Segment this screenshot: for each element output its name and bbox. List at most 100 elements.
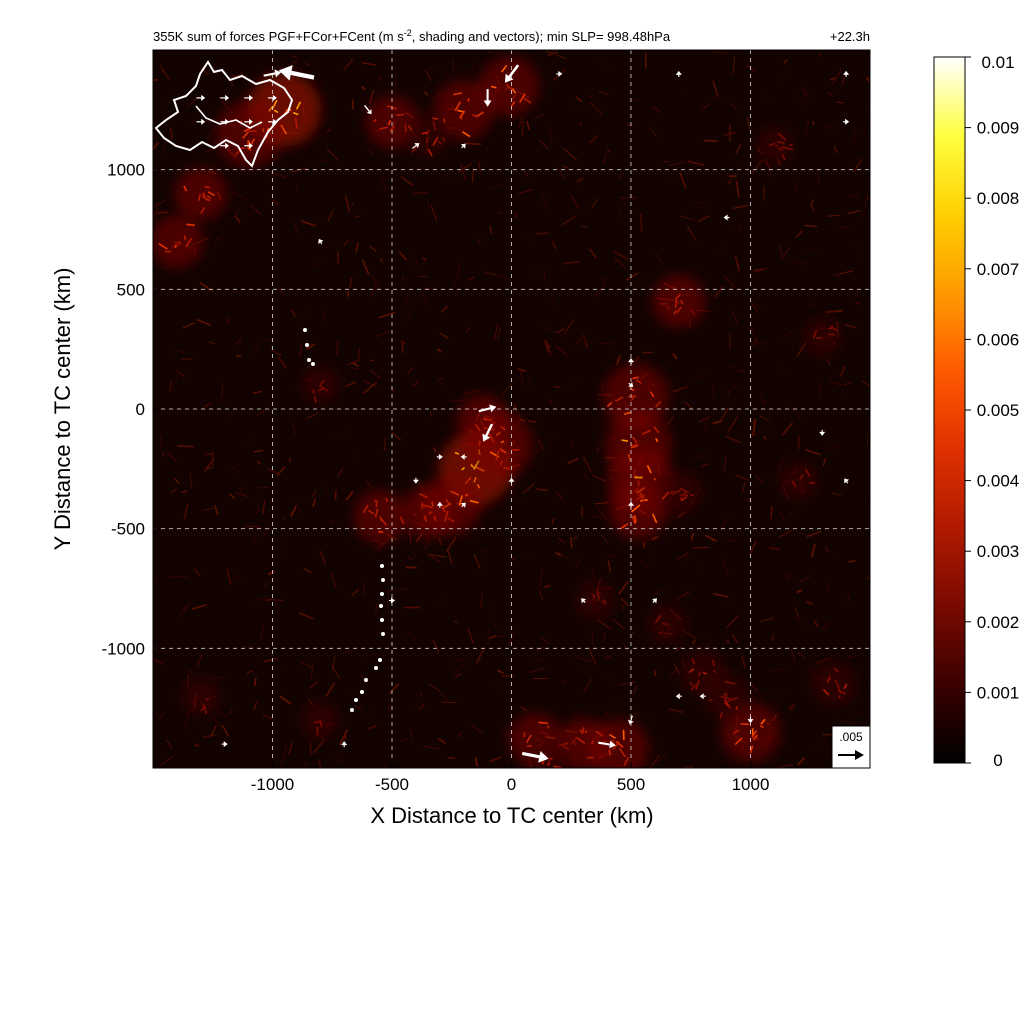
island xyxy=(378,658,382,662)
chart-title-superscript: -2 xyxy=(404,28,412,38)
texture-streak xyxy=(843,390,844,395)
island xyxy=(350,708,354,712)
texture-streak xyxy=(644,542,645,548)
island xyxy=(305,343,309,347)
colorbar-tick-label: 0.006 xyxy=(977,330,1020,349)
hotspot xyxy=(354,490,407,543)
island xyxy=(379,604,383,608)
texture-streak xyxy=(528,421,536,422)
hotspot xyxy=(652,275,705,328)
hotspot xyxy=(405,111,451,157)
texture-streak xyxy=(738,371,744,372)
chart-title: 355K sum of forces PGF+FCor+FCent (m s-2… xyxy=(153,28,671,44)
texture-streak xyxy=(488,630,489,644)
x-tick-label: -1000 xyxy=(251,775,294,794)
texture-streak xyxy=(345,736,346,740)
colorbar-tick-label: 0.01 xyxy=(981,53,1014,72)
colorbar xyxy=(934,57,965,763)
hotspot xyxy=(181,676,221,716)
texture-streak xyxy=(143,581,156,582)
hotspot xyxy=(150,215,203,268)
y-tick-label: 0 xyxy=(136,400,145,419)
time-label: +22.3h xyxy=(830,29,870,44)
texture-streak xyxy=(848,561,855,562)
chart-title-rest: , shading and vectors); min SLP= 998.48h… xyxy=(412,29,671,44)
texture-streak xyxy=(813,121,814,125)
texture-streak xyxy=(571,537,572,549)
texture-streak xyxy=(335,491,336,500)
island xyxy=(380,592,384,596)
texture-streak xyxy=(157,212,167,213)
colorbar-tick-label: 0.008 xyxy=(977,189,1020,208)
texture-streak xyxy=(655,670,656,675)
texture-streak xyxy=(755,343,764,344)
hotspot xyxy=(647,605,687,645)
hotspot xyxy=(811,661,857,707)
x-axis-label: X Distance to TC center (km) xyxy=(370,803,653,828)
reference-vector-key: .005 xyxy=(832,726,870,768)
island xyxy=(380,564,384,568)
island xyxy=(381,632,385,636)
texture-streak xyxy=(848,595,849,602)
texture-streak xyxy=(790,709,794,710)
texture-streak xyxy=(739,228,740,232)
texture-streak xyxy=(472,169,473,182)
hotspot xyxy=(755,126,795,166)
island xyxy=(364,678,368,682)
island xyxy=(374,666,378,670)
hotspot xyxy=(479,56,539,116)
island xyxy=(360,690,364,694)
hotspot xyxy=(456,395,509,448)
texture-streak xyxy=(327,487,328,496)
colorbar-tick-label: 0.001 xyxy=(977,683,1020,702)
colorbar-tick-label: 0.004 xyxy=(977,472,1020,491)
texture-streak xyxy=(337,340,338,355)
texture-streak xyxy=(764,186,765,200)
texture-streak xyxy=(255,678,256,687)
texture-streak xyxy=(606,712,610,713)
texture-streak xyxy=(728,639,729,644)
texture-streak xyxy=(353,99,354,109)
hotspot xyxy=(779,461,819,501)
texture-streak xyxy=(378,628,379,636)
colorbar-ticks: 0.010.0090.0080.0070.0060.0050.0040.0030… xyxy=(965,53,1019,770)
y-axis-label: Y Distance to TC center (km) xyxy=(50,268,75,551)
colorbar-tick-label: 0.007 xyxy=(977,260,1020,279)
texture-streak xyxy=(310,742,311,755)
texture-streak xyxy=(498,213,503,214)
texture-streak xyxy=(605,657,611,658)
y-tick-label: 500 xyxy=(117,280,145,299)
island xyxy=(381,578,385,582)
texture-streak xyxy=(621,211,622,220)
texture-streak xyxy=(522,121,523,136)
texture-streak xyxy=(620,198,637,199)
texture-streak xyxy=(564,153,565,157)
texture-streak xyxy=(789,514,794,515)
x-tick-label: 500 xyxy=(617,775,645,794)
chart-title-main: 355K sum of forces PGF+FCor+FCent (m s xyxy=(153,29,404,44)
texture-streak xyxy=(406,567,417,568)
colorbar-tick-label: 0.002 xyxy=(977,613,1020,632)
island xyxy=(380,618,384,622)
hotspot xyxy=(301,365,341,405)
x-tick-label: 1000 xyxy=(732,775,770,794)
texture-streak xyxy=(641,214,642,232)
hotspot xyxy=(215,101,282,168)
texture-streak xyxy=(465,143,481,144)
texture-streak xyxy=(837,102,844,103)
hotspot xyxy=(301,700,341,740)
texture-streak xyxy=(177,446,194,447)
texture-streak xyxy=(709,639,710,646)
texture-streak xyxy=(687,556,688,562)
x-tick-label: 0 xyxy=(507,775,516,794)
y-tick-label: -1000 xyxy=(102,639,145,658)
hotspot xyxy=(401,485,454,538)
hotspot xyxy=(704,673,750,719)
texture-streak xyxy=(703,140,717,141)
hotspot xyxy=(575,581,615,621)
island xyxy=(311,362,315,366)
hotspot xyxy=(174,167,227,220)
colorbar-tick-label: 0.009 xyxy=(977,119,1020,138)
island xyxy=(354,698,358,702)
